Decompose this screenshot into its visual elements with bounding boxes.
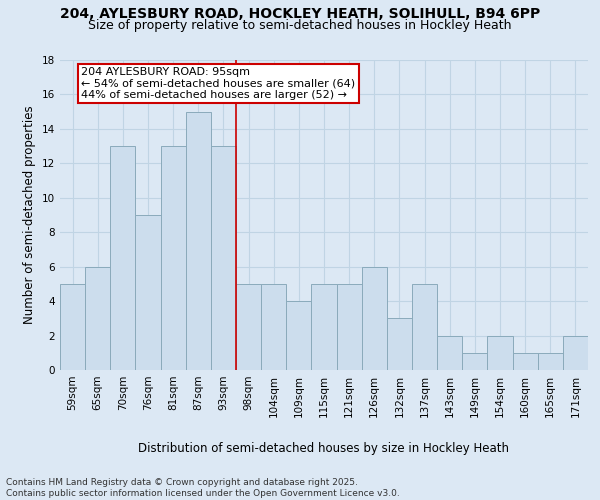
- Bar: [236, 284, 261, 370]
- Y-axis label: Number of semi-detached properties: Number of semi-detached properties: [23, 106, 37, 324]
- Bar: [437, 336, 462, 370]
- Bar: [512, 353, 538, 370]
- Bar: [412, 284, 437, 370]
- Bar: [337, 284, 362, 370]
- Text: Distribution of semi-detached houses by size in Hockley Heath: Distribution of semi-detached houses by …: [139, 442, 509, 455]
- Bar: [362, 266, 387, 370]
- Bar: [487, 336, 512, 370]
- Bar: [286, 301, 311, 370]
- Text: Contains HM Land Registry data © Crown copyright and database right 2025.
Contai: Contains HM Land Registry data © Crown c…: [6, 478, 400, 498]
- Bar: [211, 146, 236, 370]
- Bar: [110, 146, 136, 370]
- Bar: [462, 353, 487, 370]
- Bar: [136, 215, 161, 370]
- Bar: [60, 284, 85, 370]
- Text: 204, AYLESBURY ROAD, HOCKLEY HEATH, SOLIHULL, B94 6PP: 204, AYLESBURY ROAD, HOCKLEY HEATH, SOLI…: [60, 8, 540, 22]
- Bar: [387, 318, 412, 370]
- Bar: [538, 353, 563, 370]
- Text: Size of property relative to semi-detached houses in Hockley Heath: Size of property relative to semi-detach…: [88, 18, 512, 32]
- Text: 204 AYLESBURY ROAD: 95sqm
← 54% of semi-detached houses are smaller (64)
44% of : 204 AYLESBURY ROAD: 95sqm ← 54% of semi-…: [82, 67, 355, 100]
- Bar: [261, 284, 286, 370]
- Bar: [186, 112, 211, 370]
- Bar: [85, 266, 110, 370]
- Bar: [161, 146, 186, 370]
- Bar: [563, 336, 588, 370]
- Bar: [311, 284, 337, 370]
